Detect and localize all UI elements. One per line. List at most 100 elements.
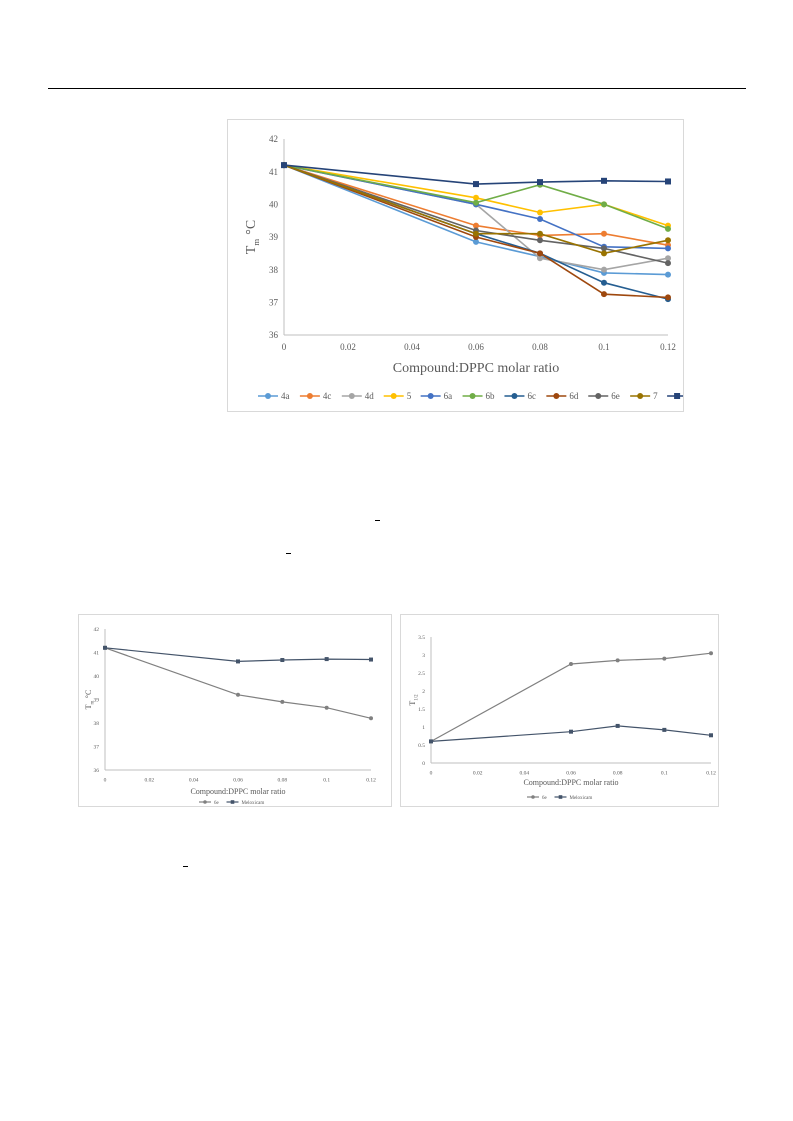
tm6e-x-tick-label: 0.02: [145, 778, 155, 784]
chart-tm-6e: 36 37 38 39 40 41 42 0 0.02 0.04 0.06 0.08 0.1 0.12 Co…: [78, 614, 392, 807]
main-point-Meloxicam: [665, 178, 671, 185]
main-legend-marker-4a: [265, 393, 271, 399]
main-x-axis-label: Compound:DPPC molar ratio: [393, 361, 559, 376]
t12-y-tick-label: 2.5: [418, 671, 425, 677]
main-point-6b: [601, 201, 607, 208]
tm6e-point-6e: [236, 692, 240, 697]
main-point-6b: [473, 199, 479, 206]
tm6e-y-tick-label: 41: [94, 650, 100, 656]
t12-x-axis-label: Compound:DPPC molar ratio: [523, 778, 618, 787]
chart-main-svg: 36 37 38 39 40 41 42 0 0.02 0.04 0.06 0.08 0.1 0.12 Co…: [244, 134, 731, 401]
tm6e-x-tick-label: 0.04: [189, 778, 199, 784]
t12-y-axis-label: T1/2: [408, 694, 419, 706]
main-point-6a: [665, 245, 671, 252]
main-point-7: [473, 230, 479, 237]
tm6e-point-6e: [369, 716, 373, 721]
main-point-7: [665, 237, 671, 244]
main-point-4c: [601, 230, 607, 237]
tm6e-point-Meloxicam: [324, 657, 329, 662]
main-point-4d: [601, 266, 607, 273]
tm6e-y-tick-label: 39: [94, 697, 100, 703]
t12-y-tick-label: 1.5: [418, 707, 425, 713]
main-legend-marker-4c: [306, 393, 313, 399]
t12-x-tick-label: 0.04: [520, 771, 530, 777]
t12-y-tick-label: 1: [422, 725, 425, 731]
tm6e-x-tick-label: 0.12: [366, 778, 376, 784]
main-legend-label-6a: 6a: [444, 391, 453, 401]
t12-x-tick-label: 0.12: [706, 771, 716, 777]
main-legend-label-4c: 4c: [323, 391, 332, 401]
main-legend-label-7: 7: [653, 391, 658, 401]
main-x-tick-label: 0.06: [468, 342, 484, 352]
main-legend-label-5: 5: [407, 391, 412, 401]
main-point-5: [473, 194, 479, 201]
tm6e-point-Meloxicam: [280, 658, 285, 663]
main-point-7: [537, 230, 543, 237]
main-legend-marker-6c: [511, 393, 518, 399]
main-x-tick-label: 0.04: [404, 342, 420, 352]
tm6e-y-tick-label: 40: [94, 674, 100, 680]
main-x-tick-label: 0.02: [340, 342, 356, 352]
main-legend-label-4d: 4d: [365, 391, 375, 401]
tm6e-y-axis-label: Tm°C: [84, 690, 95, 710]
tm6e-point-Meloxicam: [103, 645, 107, 650]
t12-y-tick-label: 3: [422, 653, 425, 659]
main-legend-marker-6d: [553, 393, 560, 399]
tm6e-y-tick-label: 42: [94, 627, 100, 633]
main-legend-marker-Meloxicam: [674, 393, 681, 399]
tm6e-series-line-6e: [104, 647, 372, 719]
tm6e-series-line-Meloxicam: [104, 647, 372, 663]
t12-point-6e: [615, 658, 620, 663]
main-point-6d: [665, 294, 671, 301]
main-point-6e: [601, 245, 607, 252]
main-point-6a: [537, 216, 543, 223]
main-point-4d: [537, 255, 543, 262]
tm6e-legend-label-Meloxicam: Meloxicam: [242, 801, 265, 806]
main-series-line-6e: [283, 164, 669, 264]
main-legend-marker-6a: [427, 393, 434, 399]
main-y-tick-label: 41: [269, 167, 278, 177]
tm6e-point-6e: [280, 699, 285, 704]
main-legend-marker-5: [390, 393, 397, 399]
main-point-Meloxicam: [537, 179, 543, 186]
t12-y-tick-label: 2: [422, 689, 425, 695]
main-legend-label-4a: 4a: [281, 391, 290, 401]
t12-point-Meloxicam: [569, 729, 573, 734]
t12-point-Meloxicam: [709, 733, 713, 738]
main-y-axis-label: Tm°C: [244, 220, 261, 254]
t12-point-Meloxicam: [429, 739, 433, 744]
t12-x-tick-label: 0.02: [473, 771, 483, 777]
tm6e-point-6e: [324, 705, 329, 710]
t12-legend-label-6e: 6e: [542, 796, 548, 801]
main-legend-label-6d: 6d: [569, 391, 579, 401]
main-x-tick-label: 0.08: [532, 342, 548, 352]
main-point-6b: [665, 225, 671, 232]
tm6e-point-Meloxicam: [369, 657, 373, 662]
main-y-tick-label: 37: [269, 297, 279, 307]
tm6e-y-tick-label: 38: [94, 721, 100, 727]
t12-series-line-6e: [430, 652, 712, 742]
tm6e-x-axis-label: Compound:DPPC molar ratio: [190, 787, 285, 796]
main-y-tick-label: 38: [269, 265, 279, 275]
header-rule: [48, 88, 746, 89]
main-point-Meloxicam: [601, 177, 607, 184]
main-y-tick-label: 39: [269, 232, 279, 242]
t12-x-tick-label: 0.06: [566, 771, 576, 777]
t12-x-tick-label: 0: [430, 771, 433, 777]
main-x-tick-label: 0.1: [598, 342, 609, 352]
tm6e-x-tick-label: 0: [104, 778, 107, 784]
t12-point-6e: [662, 656, 667, 661]
main-x-tick-label: 0.12: [660, 342, 676, 352]
main-y-tick-label: 36: [269, 330, 279, 340]
main-legend-label-6c: 6c: [527, 391, 536, 401]
main-point-4c: [473, 222, 479, 229]
main-legend-marker-6e: [595, 393, 602, 399]
main-point-6d: [601, 291, 607, 298]
t12-point-Meloxicam: [615, 723, 620, 728]
t12-legend-marker-Meloxicam: [558, 795, 563, 799]
t12-y-tick-label: 0: [422, 761, 425, 767]
text-fragment-dash-2: [286, 553, 291, 554]
tm6e-legend-label-6e: 6e: [214, 801, 220, 806]
text-fragment-dash-1: [375, 520, 380, 521]
text-fragment-dash-3: [183, 866, 188, 867]
